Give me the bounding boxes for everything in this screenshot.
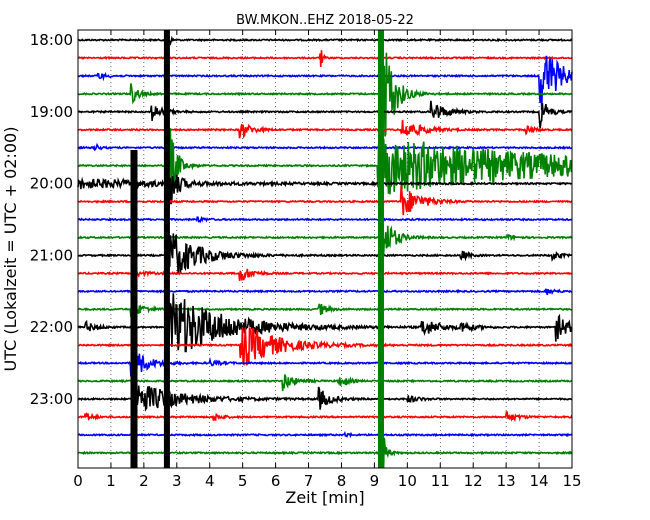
trace-2245 bbox=[78, 374, 573, 392]
x-tick-label: 15 bbox=[562, 472, 581, 490]
trace-2100 bbox=[77, 233, 573, 274]
x-tick-label: 11 bbox=[431, 472, 450, 490]
x-tick-label: 14 bbox=[530, 472, 549, 490]
trace-2315 bbox=[77, 411, 573, 423]
x-tick-label: 8 bbox=[337, 472, 347, 490]
trace-2000 bbox=[77, 172, 573, 209]
x-axis-ticks: 0 1 2 3 4 5 6 7 8 9 10 11 12 13 14 15 bbox=[73, 30, 582, 490]
trace-2345 bbox=[77, 435, 573, 469]
trace-2045 bbox=[77, 223, 573, 257]
x-tick-label: 10 bbox=[398, 472, 417, 490]
x-tick-label: 12 bbox=[464, 472, 483, 490]
y-tick-label: 23:00 bbox=[30, 390, 73, 408]
trace-1815 bbox=[78, 50, 573, 67]
trace-2200 bbox=[77, 289, 573, 353]
y-tick-label: 21:00 bbox=[30, 246, 73, 264]
x-tick-label: 1 bbox=[106, 472, 116, 490]
x-tick-label: 2 bbox=[139, 472, 149, 490]
x-tick-label: 9 bbox=[370, 472, 380, 490]
chart-title: BW.MKON..EHZ 2018-05-22 bbox=[236, 13, 414, 28]
full-height-signals bbox=[130, 30, 384, 468]
y-tick-label: 20:00 bbox=[30, 175, 73, 193]
trace-1930 bbox=[77, 142, 573, 152]
trace-1830 bbox=[77, 55, 573, 111]
trace-1900 bbox=[77, 100, 573, 129]
y-axis-label: UTC (Lokalzeit = UTC + 02:00) bbox=[1, 127, 20, 372]
trace-2145 bbox=[78, 301, 573, 317]
trace-1945 bbox=[77, 128, 573, 200]
trace-2030 bbox=[77, 215, 573, 224]
x-axis-label: Zeit [min] bbox=[285, 488, 364, 507]
trace-1845 bbox=[77, 52, 573, 149]
full-height-signal-2 bbox=[130, 150, 138, 468]
trace-1800 bbox=[77, 35, 572, 53]
trace-2130 bbox=[77, 288, 573, 296]
y-tick-label: 19:00 bbox=[30, 103, 73, 121]
x-tick-label: 6 bbox=[271, 472, 281, 490]
plot-frame bbox=[77, 29, 573, 469]
full-height-signal-1b bbox=[377, 200, 384, 468]
trace-2215 bbox=[77, 327, 573, 367]
x-tick-label: 4 bbox=[205, 472, 215, 490]
trace-group bbox=[77, 35, 573, 469]
x-tick-label: 0 bbox=[73, 472, 83, 490]
trace-2330 bbox=[77, 430, 573, 439]
x-tick-label: 5 bbox=[238, 472, 248, 490]
x-tick-label: 7 bbox=[304, 472, 314, 490]
x-tick-label: 3 bbox=[172, 472, 182, 490]
y-tick-label: 22:00 bbox=[30, 318, 73, 336]
trace-2115 bbox=[77, 268, 573, 281]
x-tick-label: 13 bbox=[497, 472, 516, 490]
trace-1915 bbox=[77, 119, 573, 139]
trace-2230 bbox=[77, 352, 573, 377]
trace-2300 bbox=[77, 385, 573, 412]
full-height-signal-0 bbox=[163, 30, 170, 468]
y-tick-label: 18:00 bbox=[30, 31, 73, 49]
trace-2015 bbox=[77, 184, 573, 216]
y-axis-ticks: 18:00 19:00 20:00 21:00 22:00 23:00 bbox=[30, 31, 572, 408]
full-height-signal-1 bbox=[377, 30, 384, 200]
